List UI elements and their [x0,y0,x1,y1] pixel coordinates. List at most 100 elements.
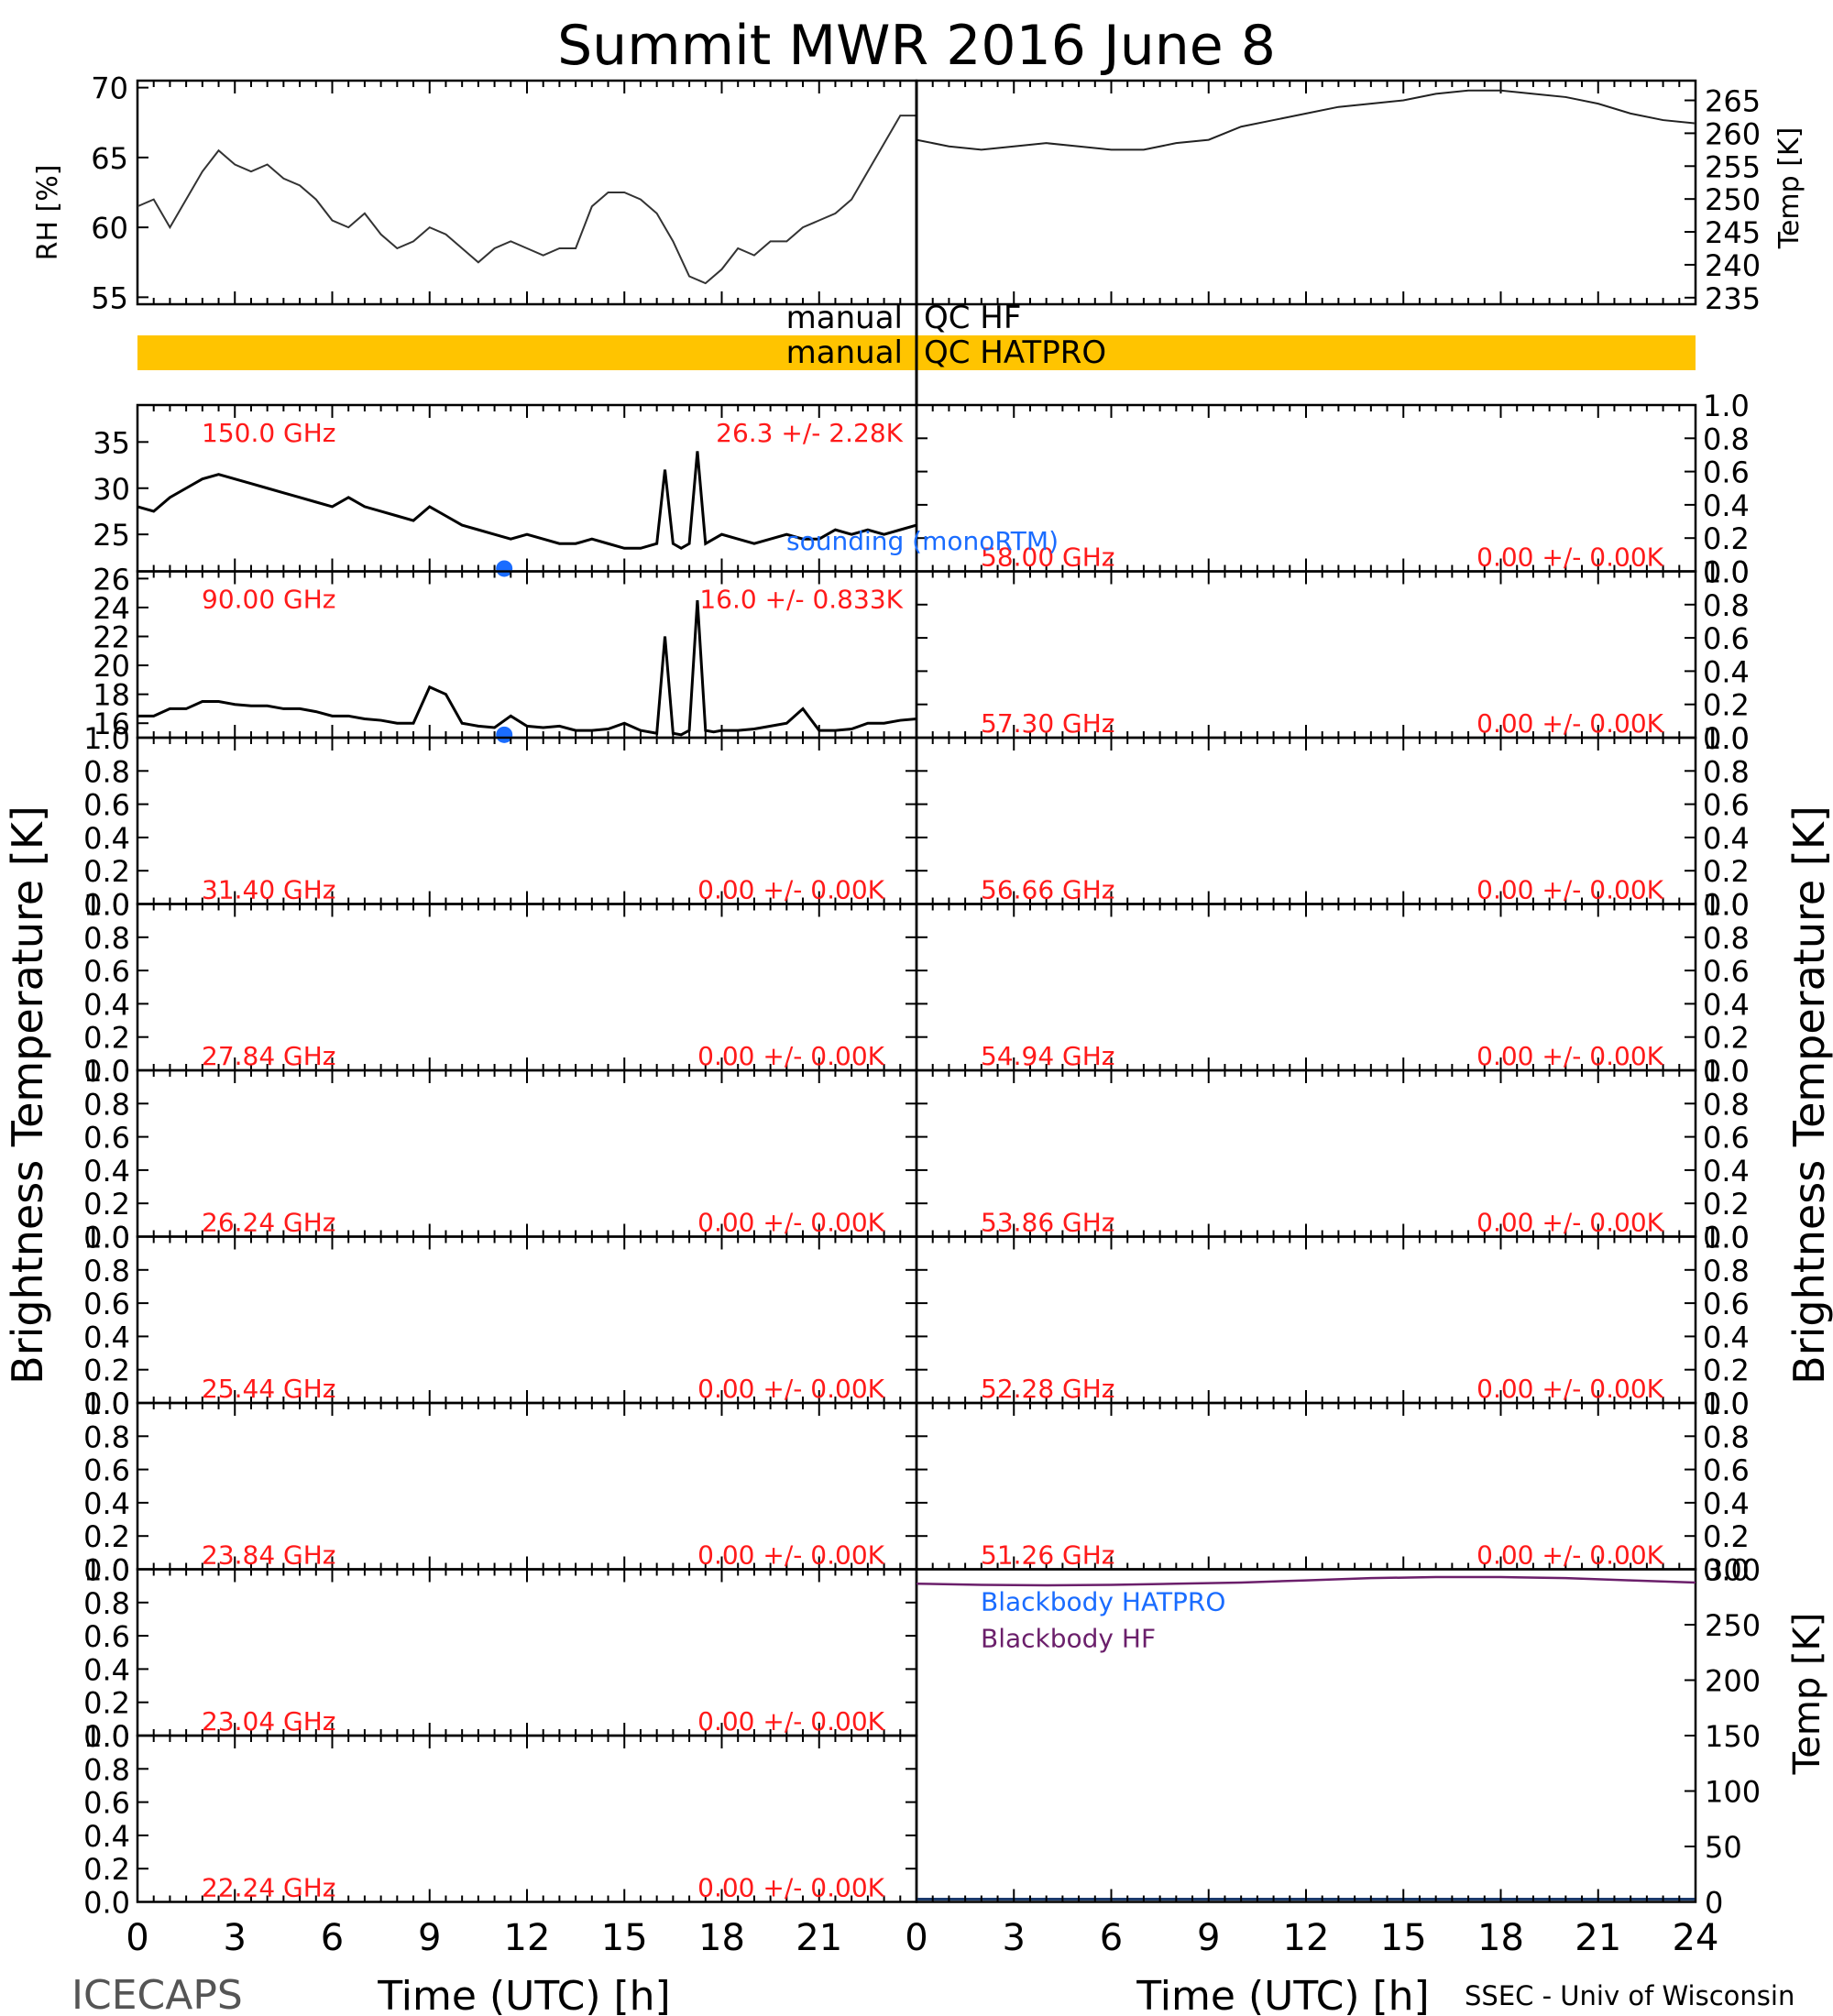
x-tick-label: 0 [905,1917,927,1959]
blackbody-ytick-label: 200 [1705,1664,1761,1699]
tb-panel-left-2-ytick-label: 0.6 [83,788,130,823]
tb-panel-right-0-ytick-label: 0.8 [1703,422,1750,456]
tb-panel-left-3-ytick-label: 1.0 [83,888,130,923]
x-tick-label: 21 [796,1917,842,1959]
x-tick-label: 3 [1003,1917,1026,1959]
tb-panel-left-3-ytick-label: 0.4 [83,987,130,1022]
tb-panel-right-1-ytick-label: 0.6 [1703,621,1750,656]
tb-panel-left-7-ytick-label: 0.2 [83,1686,130,1721]
x-tick-label: 12 [504,1917,551,1959]
rh-ytick-label: 60 [91,211,128,246]
temp-ytick-label: 250 [1705,182,1761,217]
tb-stat-label: 0.00 +/- 0.00K [1476,875,1663,905]
tb-panel-right-1-ytick-label: 0.4 [1703,654,1750,689]
tb-panel-right-6-ytick-label: 0.6 [1703,1453,1750,1488]
temp-ytick-label: 255 [1705,149,1761,184]
tb-panel-right-1-ytick-label: 1.0 [1703,555,1750,590]
tb-panel-right-4-ytick-label: 0.8 [1703,1087,1750,1122]
tb-panel-left-4-ytick-label: 0.8 [83,1087,130,1122]
tb-panel-right-0-ytick-label: 0.2 [1703,521,1750,556]
tb-panel-right-0-ytick-label: 0.0 [1703,555,1750,590]
tb-panel-left-7-ytick-label: 0.4 [83,1652,130,1687]
tb-panel-left-8-ytick-label: 0.6 [83,1786,130,1821]
temp-ytick-label: 260 [1705,116,1761,151]
temp-ytick-label: 240 [1705,248,1761,283]
tb-freq-label: 22.24 GHz [202,1873,336,1903]
blackbody-ytick-label: 250 [1705,1608,1761,1643]
tb-panel-left-5-ytick-label: 1.0 [83,1221,130,1255]
qc-hatpro-label-right: QC HATPRO [924,334,1106,371]
tb-panel-left-6-ytick-label: 0.0 [83,1553,130,1588]
tb-freq-label: 27.84 GHz [202,1041,336,1071]
blackbody-ytick-label: 0 [1705,1886,1723,1921]
temp-series-line [916,89,1696,151]
rh-ytick-label: 55 [91,280,128,315]
tb-panel-right-3-ytick-label: 0.6 [1703,954,1750,989]
blackbody-axis-label: Temp [K] [1786,1613,1828,1776]
ylabel-right: Brightness Temperature [K] [1784,805,1833,1385]
sounding-label: sounding (monoRTM) [786,526,1059,556]
x-tick-label: 15 [601,1917,648,1959]
tb-panel-right-6-ytick-label: 0.2 [1703,1519,1750,1554]
tb-panel-right-5-ytick-label: 0.0 [1703,1386,1750,1421]
blackbody-ytick-label: 100 [1705,1775,1761,1810]
temp-ytick-label: 265 [1705,84,1761,119]
tb-panel-left-4-ytick-label: 0.0 [83,1221,130,1255]
tb-panel-left-7-ytick-label: 1.0 [83,1553,130,1588]
tb-freq-label: 150.0 GHz [202,418,336,448]
rh-panel-frame [136,79,918,306]
tb-stat-label: 0.00 +/- 0.00K [1476,542,1663,573]
tb-panel-left-3-ytick-label: 0.6 [83,954,130,989]
tb-freq-label: 56.66 GHz [981,875,1115,905]
blackbody-panel-frame [915,1568,1697,1903]
tb-ytick-label: 24 [93,591,130,626]
footer-ssec: SSEC - Univ of Wisconsin [1465,1980,1795,2011]
tb-ytick-label: 30 [93,472,130,507]
tb-panel-left-5-ytick-label: 0.8 [83,1254,130,1288]
tb-panel-left-6-ytick-label: 0.4 [83,1486,130,1521]
tb-panel-left-2-ytick-label: 0.4 [83,821,130,856]
tb-panel-left-2-ytick-label: 0.8 [83,754,130,789]
tb-stat-label: 0.00 +/- 0.00K [1476,708,1663,739]
tb-stat-label: 16.0 +/- 0.833K [699,585,903,615]
tb-stat-label: 0.00 +/- 0.00K [697,1208,884,1238]
tb-panel-left-2-ytick-label: 0.0 [83,888,130,923]
tb-ytick-label: 22 [93,620,130,655]
tb-panel-right-3-ytick-label: 0.4 [1703,987,1750,1022]
tb-stat-label: 0.00 +/- 0.00K [697,1706,884,1737]
rh-series-line [137,115,916,285]
x-tick-label: 15 [1380,1917,1427,1959]
tb-freq-label: 51.26 GHz [981,1540,1115,1571]
tb-panel-left-2-ytick-label: 0.2 [83,854,130,889]
tb-freq-label: 31.40 GHz [202,875,336,905]
x-tick-label: 6 [1100,1917,1123,1959]
tb-panel-left-7-ytick-label: 0.0 [83,1719,130,1754]
tb-panel-right-6-ytick-label: 0.8 [1703,1419,1750,1454]
tb-panel-left-3-ytick-label: 0.2 [83,1021,130,1056]
tb-freq-label: 26.24 GHz [202,1208,336,1238]
tb-panel-left-2-ytick-label: 1.0 [83,721,130,756]
blackbody-ytick-label: 150 [1705,1719,1761,1754]
tb-stat-label: 0.00 +/- 0.00K [697,1873,884,1903]
x-tick-label: 24 [1673,1917,1719,1959]
x-tick-label: 9 [418,1917,441,1959]
qc-hatpro-label-left: manual [786,334,903,371]
x-tick-label: 6 [321,1917,344,1959]
tb-panel-left-8-ytick-label: 1.0 [83,1719,130,1754]
tb-panel-left-8-ytick-label: 0.2 [83,1852,130,1887]
figure-title: Summit MWR 2016 June 8 [557,14,1276,78]
tb-panel-left-4-ytick-label: 1.0 [83,1054,130,1089]
tb-panel-left-6-ytick-label: 0.2 [83,1519,130,1554]
tb-panel-right-4-ytick-label: 0.6 [1703,1121,1750,1156]
tb-panel-left-4-ytick-label: 0.4 [83,1154,130,1189]
tb-panel-right-0-ytick-label: 0.6 [1703,455,1750,490]
x-tick-label: 9 [1197,1917,1220,1959]
tb-freq-label: 57.30 GHz [981,708,1115,739]
tb-panel-left-6-ytick-label: 1.0 [83,1386,130,1421]
tb-panel-right-1-ytick-label: 0.8 [1703,588,1750,623]
tb-freq-label: 58.00 GHz [981,542,1115,573]
x-tick-label: 18 [698,1917,745,1959]
tb-stat-label: 0.00 +/- 0.00K [697,1041,884,1071]
